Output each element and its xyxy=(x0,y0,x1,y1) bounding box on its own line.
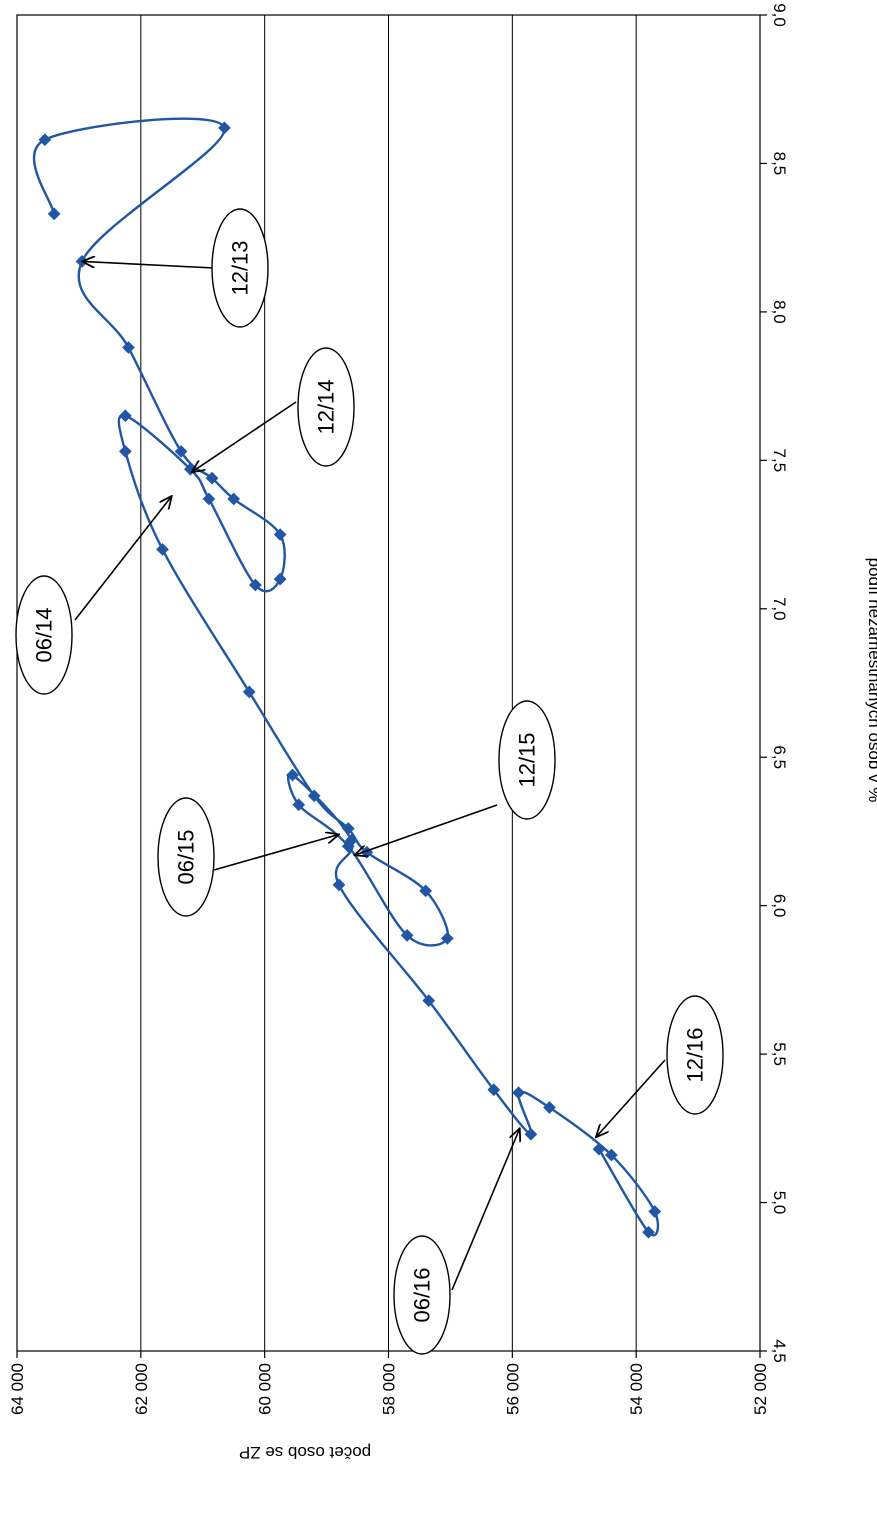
y-tick-label: 64 000 xyxy=(8,1363,27,1415)
annotation-label: 12/14 xyxy=(314,379,339,434)
x-tick-label: 6,0 xyxy=(770,894,789,918)
annotation-callout: 12/16 xyxy=(596,995,724,1137)
x-tick-label: 9,0 xyxy=(770,3,789,27)
x-tick-label: 6,5 xyxy=(770,745,789,769)
annotation-label: 06/15 xyxy=(174,829,199,884)
annotation-callout: 06/15 xyxy=(157,797,339,917)
x-tick-label: 7,0 xyxy=(770,597,789,621)
data-point xyxy=(174,445,188,458)
annotation-arrow xyxy=(74,496,172,621)
annotation-callout: 12/14 xyxy=(192,347,355,472)
annotations: 12/13 12/14 06/14 12/15 06/15 12/16 06/16 xyxy=(15,208,724,1355)
annotation-label: 06/14 xyxy=(32,607,57,662)
annotation-arrow xyxy=(354,804,498,855)
annotation-label: 12/15 xyxy=(515,732,540,787)
annotation-bubble xyxy=(15,575,73,695)
annotation-bubble xyxy=(498,700,556,820)
data-point xyxy=(38,133,52,147)
y-tick-label: 62 000 xyxy=(132,1363,151,1415)
annotation-callout: 12/13 xyxy=(82,208,269,328)
data-point xyxy=(118,445,132,458)
annotation-label: 12/13 xyxy=(228,240,253,295)
data-point xyxy=(118,409,132,423)
data-point xyxy=(227,492,241,506)
y-tick-label: 56 000 xyxy=(503,1363,522,1415)
annotation-label: 06/16 xyxy=(410,1267,435,1322)
annotation-arrow xyxy=(451,1128,520,1291)
x-tick-label: 4,5 xyxy=(770,1339,789,1363)
annotation-bubble xyxy=(666,995,724,1115)
annotation-callout: 06/14 xyxy=(15,496,172,695)
x-tick-label: 7,5 xyxy=(770,449,789,473)
x-tick-label: 5,5 xyxy=(770,1042,789,1066)
x-axis-ticks: 4,5 5,0 5,5 6,0 6,5 7,0 7,5 8,0 8,5 9,0 xyxy=(760,3,789,1363)
data-point xyxy=(202,492,216,506)
annotation-arrow xyxy=(596,1059,666,1137)
x-tick-label: 8,5 xyxy=(770,152,789,176)
annotation-bubble xyxy=(157,797,215,917)
annotation-label: 12/16 xyxy=(683,1027,708,1082)
y-tick-label: 60 000 xyxy=(256,1363,275,1415)
data-point xyxy=(47,207,61,221)
annotation-arrow xyxy=(192,401,297,472)
y-tick-label: 54 000 xyxy=(627,1363,646,1415)
y-axis-title: počet osob se ZP xyxy=(239,1443,371,1462)
x-tick-label: 5,0 xyxy=(770,1191,789,1215)
annotation-arrow xyxy=(82,261,215,269)
annotation-callout: 12/15 xyxy=(354,700,556,855)
x-tick-label: 8,0 xyxy=(770,300,789,324)
annotation-arrow xyxy=(213,834,339,871)
data-point xyxy=(205,471,219,485)
x-axis-title: podíl nezaměstnaných osob v % xyxy=(865,558,877,803)
annotation-bubble xyxy=(393,1235,451,1355)
annotation-bubble xyxy=(211,208,269,328)
y-tick-label: 58 000 xyxy=(380,1363,399,1415)
annotation-bubble xyxy=(297,347,355,467)
y-axis-ticks: 52 000 54 000 56 000 58 000 60 000 62 000 64 0… xyxy=(8,1351,770,1415)
data-point xyxy=(122,341,135,354)
annotation-callout: 06/16 xyxy=(393,1128,520,1355)
y-tick-label: 52 000 xyxy=(751,1363,770,1415)
data-point xyxy=(218,121,231,135)
